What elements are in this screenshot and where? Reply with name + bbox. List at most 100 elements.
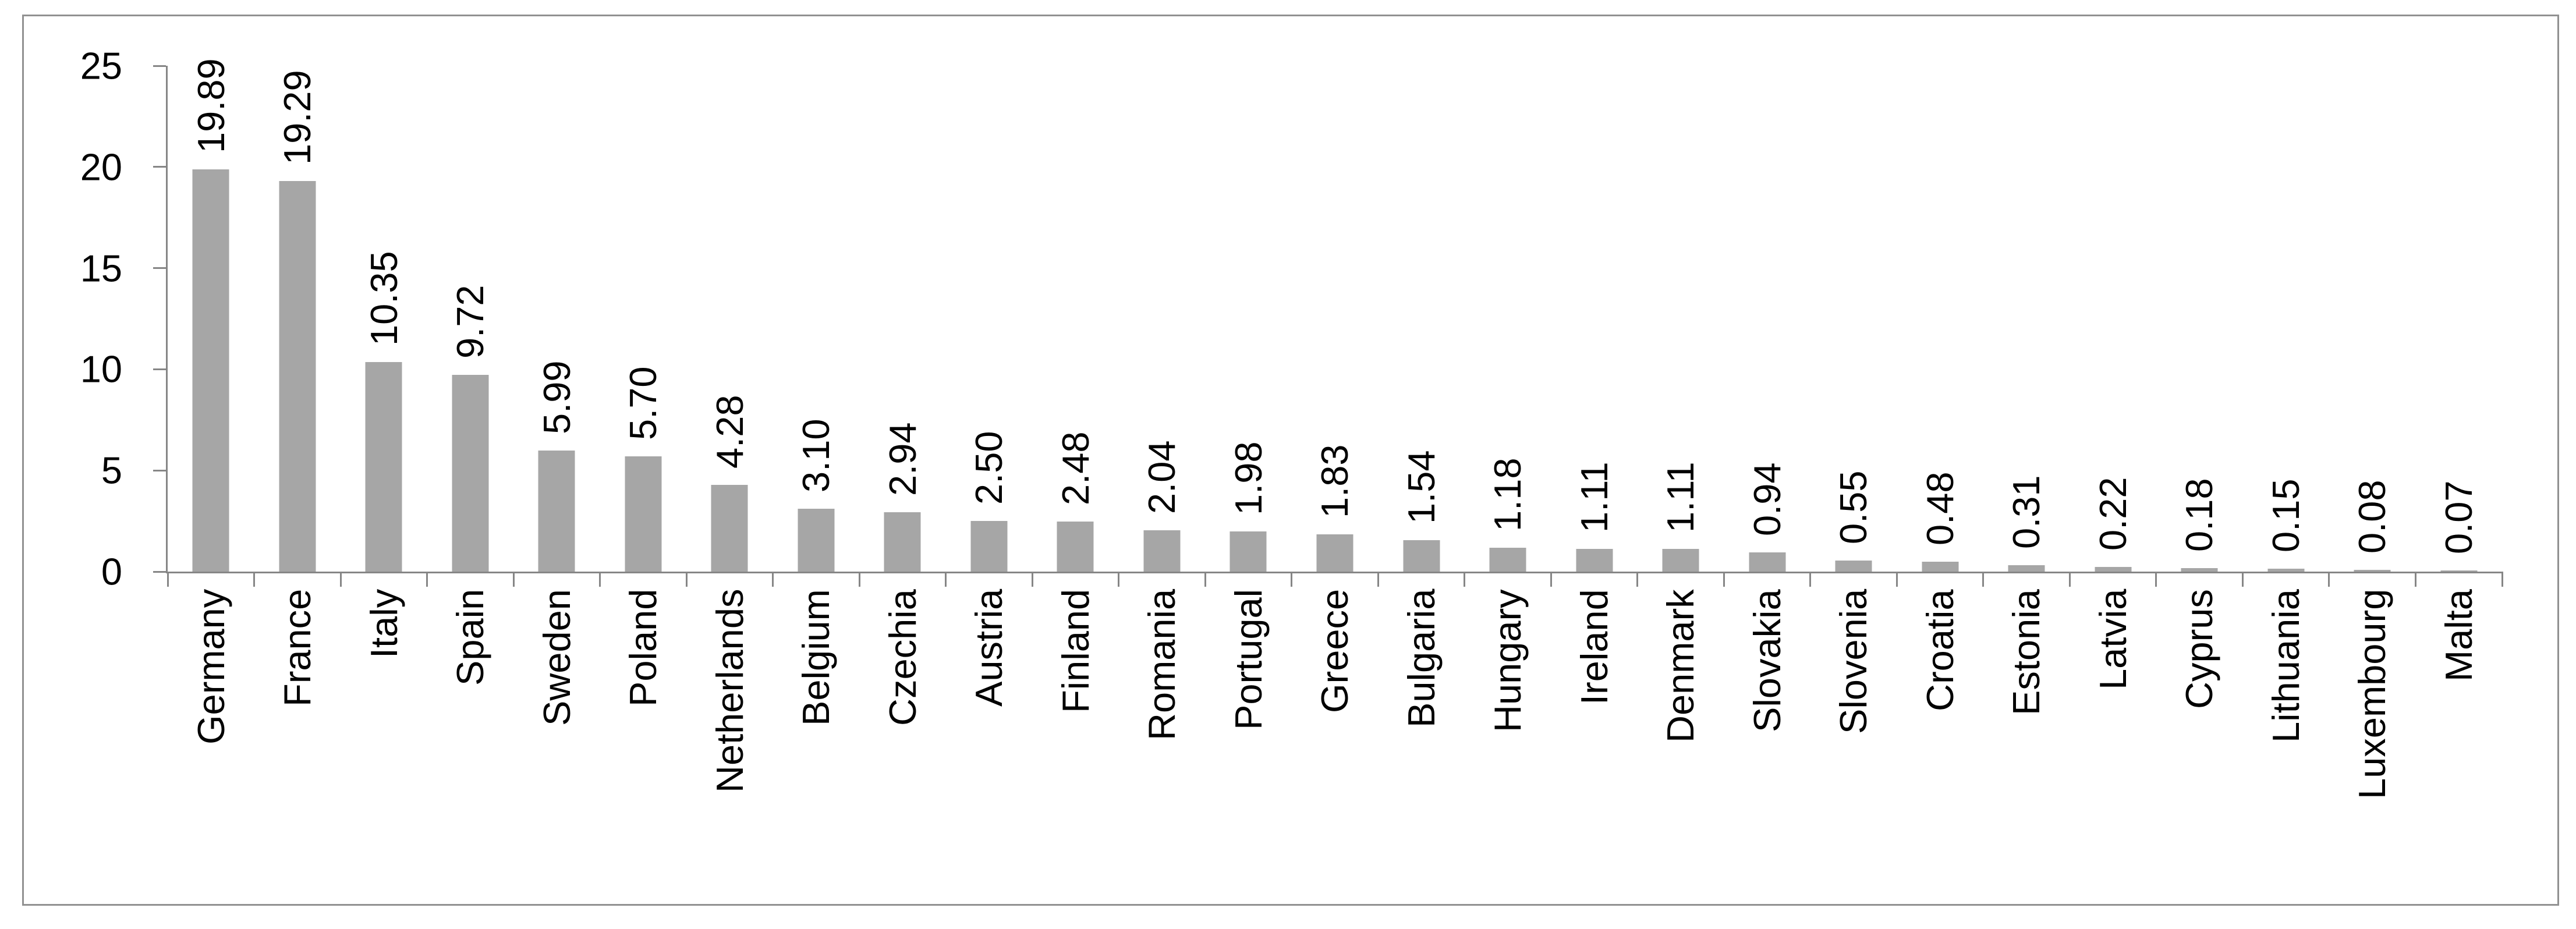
x-axis-label-sweden: Sweden: [535, 589, 578, 726]
x-axis-label-croatia: Croatia: [1918, 589, 1961, 711]
bar-value-label-ireland: 1.11: [1572, 462, 1615, 533]
x-label-cell-greece: Greece: [1292, 589, 1379, 854]
bar-value-box-malta: 0.07: [2415, 304, 2502, 554]
bar-column-slovakia: 0.94: [1724, 66, 1810, 572]
x-tick-22: [2068, 572, 2071, 587]
x-tick-26: [2414, 572, 2416, 587]
x-axis-label-estonia: Estonia: [2005, 589, 2048, 715]
bar-latvia: [2095, 567, 2132, 572]
x-axis-label-spain: Spain: [449, 589, 492, 686]
bar-value-box-portugal: 1.98: [1205, 265, 1292, 516]
bar-croatia: [1922, 562, 1959, 572]
x-label-cell-germany: Germany: [168, 589, 254, 854]
x-label-cell-ireland: Ireland: [1551, 589, 1638, 854]
bar-value-box-denmark: 1.11: [1638, 282, 1724, 533]
x-tick-20: [1895, 572, 1898, 587]
bar-value-label-romania: 2.04: [1140, 440, 1184, 515]
bar-value-box-hungary: 1.18: [1465, 281, 1551, 531]
bar-column-greece: 1.83: [1292, 66, 1379, 572]
x-tick-9: [945, 572, 947, 587]
bar-finland: [1057, 521, 1094, 572]
x-label-cell-italy: Italy: [341, 589, 427, 854]
bar-slovakia: [1749, 552, 1786, 572]
x-tick-12: [1204, 572, 1206, 587]
bar-value-label-poland: 5.70: [622, 366, 665, 440]
bar-column-belgium: 3.10: [773, 66, 860, 572]
x-tick-8: [858, 572, 860, 587]
x-label-cell-hungary: Hungary: [1465, 589, 1551, 854]
bar-lithuania: [2267, 568, 2305, 572]
x-label-cell-lithuania: Lithuania: [2242, 589, 2329, 854]
bar-value-box-slovakia: 0.94: [1724, 286, 1810, 537]
bar-ireland: [1576, 549, 1613, 572]
y-axis-line: [166, 66, 168, 572]
x-axis-label-netherlands: Netherlands: [708, 589, 751, 793]
x-label-cell-bulgaria: Bulgaria: [1378, 589, 1465, 854]
bar-malta: [2440, 570, 2478, 572]
bar-bulgaria: [1403, 540, 1440, 572]
bar-value-box-belgium: 3.10: [773, 242, 860, 493]
x-label-cell-netherlands: Netherlands: [686, 589, 773, 854]
x-axis-label-finland: Finland: [1054, 589, 1097, 714]
x-axis-label-cyprus: Cyprus: [2178, 589, 2221, 709]
bar-value-label-belgium: 3.10: [795, 419, 838, 493]
x-axis-label-france: France: [276, 589, 319, 707]
x-label-cell-latvia: Latvia: [2070, 589, 2156, 854]
x-tick-1: [253, 572, 256, 587]
x-tick-5: [599, 572, 601, 587]
bar-value-box-france: 19.29: [254, 0, 341, 165]
bar-czechia: [884, 512, 921, 572]
bar-value-box-latvia: 0.22: [2070, 300, 2156, 551]
x-tick-11: [1118, 572, 1120, 587]
x-label-cell-slovenia: Slovenia: [1810, 589, 1897, 854]
bar-value-label-hungary: 1.18: [1486, 458, 1529, 531]
chart-frame: 0 5 10 15 20 25 19.89 19.29 10.35 9.72 5.99 5.70 4.…: [22, 15, 2559, 906]
bar-value-box-italy: 10.35: [341, 95, 427, 346]
bar-value-label-bulgaria: 1.54: [1399, 450, 1443, 524]
bar-column-estonia: 0.31: [1983, 66, 2070, 572]
bar-column-france: 19.29: [254, 66, 341, 572]
bar-cyprus: [2181, 568, 2218, 572]
bar-value-label-portugal: 1.98: [1227, 441, 1270, 516]
y-tick-label-20: 20: [80, 146, 122, 189]
x-label-cell-slovakia: Slovakia: [1724, 589, 1810, 854]
bar-value-label-germany: 19.89: [189, 58, 232, 153]
bar-greece: [1316, 534, 1353, 572]
x-axis-label-slovakia: Slovakia: [1745, 589, 1788, 732]
bar-italy: [365, 362, 402, 572]
y-tick-20: [153, 166, 166, 168]
bar-column-spain: 9.72: [427, 66, 514, 572]
bar-slovenia: [1835, 560, 1872, 572]
y-tick-15: [153, 267, 166, 270]
x-tick-18: [1723, 572, 1725, 587]
bar-value-label-slovakia: 0.94: [1745, 462, 1788, 537]
x-label-cell-portugal: Portugal: [1205, 589, 1292, 854]
bar-sweden: [538, 450, 575, 572]
bar-column-germany: 19.89: [168, 58, 254, 572]
x-axis-label-portugal: Portugal: [1227, 589, 1270, 731]
x-axis-label-ireland: Ireland: [1572, 589, 1615, 705]
y-tick-5: [153, 469, 166, 471]
bar-column-finland: 2.48: [1032, 66, 1119, 572]
x-axis-label-malta: Malta: [2437, 589, 2480, 682]
bar-column-cyprus: 0.18: [2156, 66, 2243, 572]
x-tick-19: [1809, 572, 1812, 587]
bar-value-box-poland: 5.70: [600, 190, 687, 440]
x-tick-7: [772, 572, 774, 587]
bar-netherlands: [711, 485, 748, 572]
bar-value-box-croatia: 0.48: [1897, 295, 1983, 546]
bar-spain: [452, 375, 489, 572]
bar-belgium: [798, 509, 835, 572]
bar-hungary: [1489, 547, 1526, 572]
bar-column-luxembourg: 0.08: [2329, 66, 2416, 572]
bar-column-italy: 10.35: [341, 66, 427, 572]
bar-value-label-latvia: 0.22: [2091, 477, 2134, 551]
bar-denmark: [1662, 549, 1699, 572]
bar-value-label-estonia: 0.31: [2005, 475, 2048, 549]
x-tick-4: [512, 572, 515, 587]
x-axis-label-greece: Greece: [1313, 589, 1356, 714]
x-tick-14: [1377, 572, 1379, 587]
bar-value-label-france: 19.29: [276, 70, 319, 165]
x-axis-label-latvia: Latvia: [2091, 589, 2134, 690]
